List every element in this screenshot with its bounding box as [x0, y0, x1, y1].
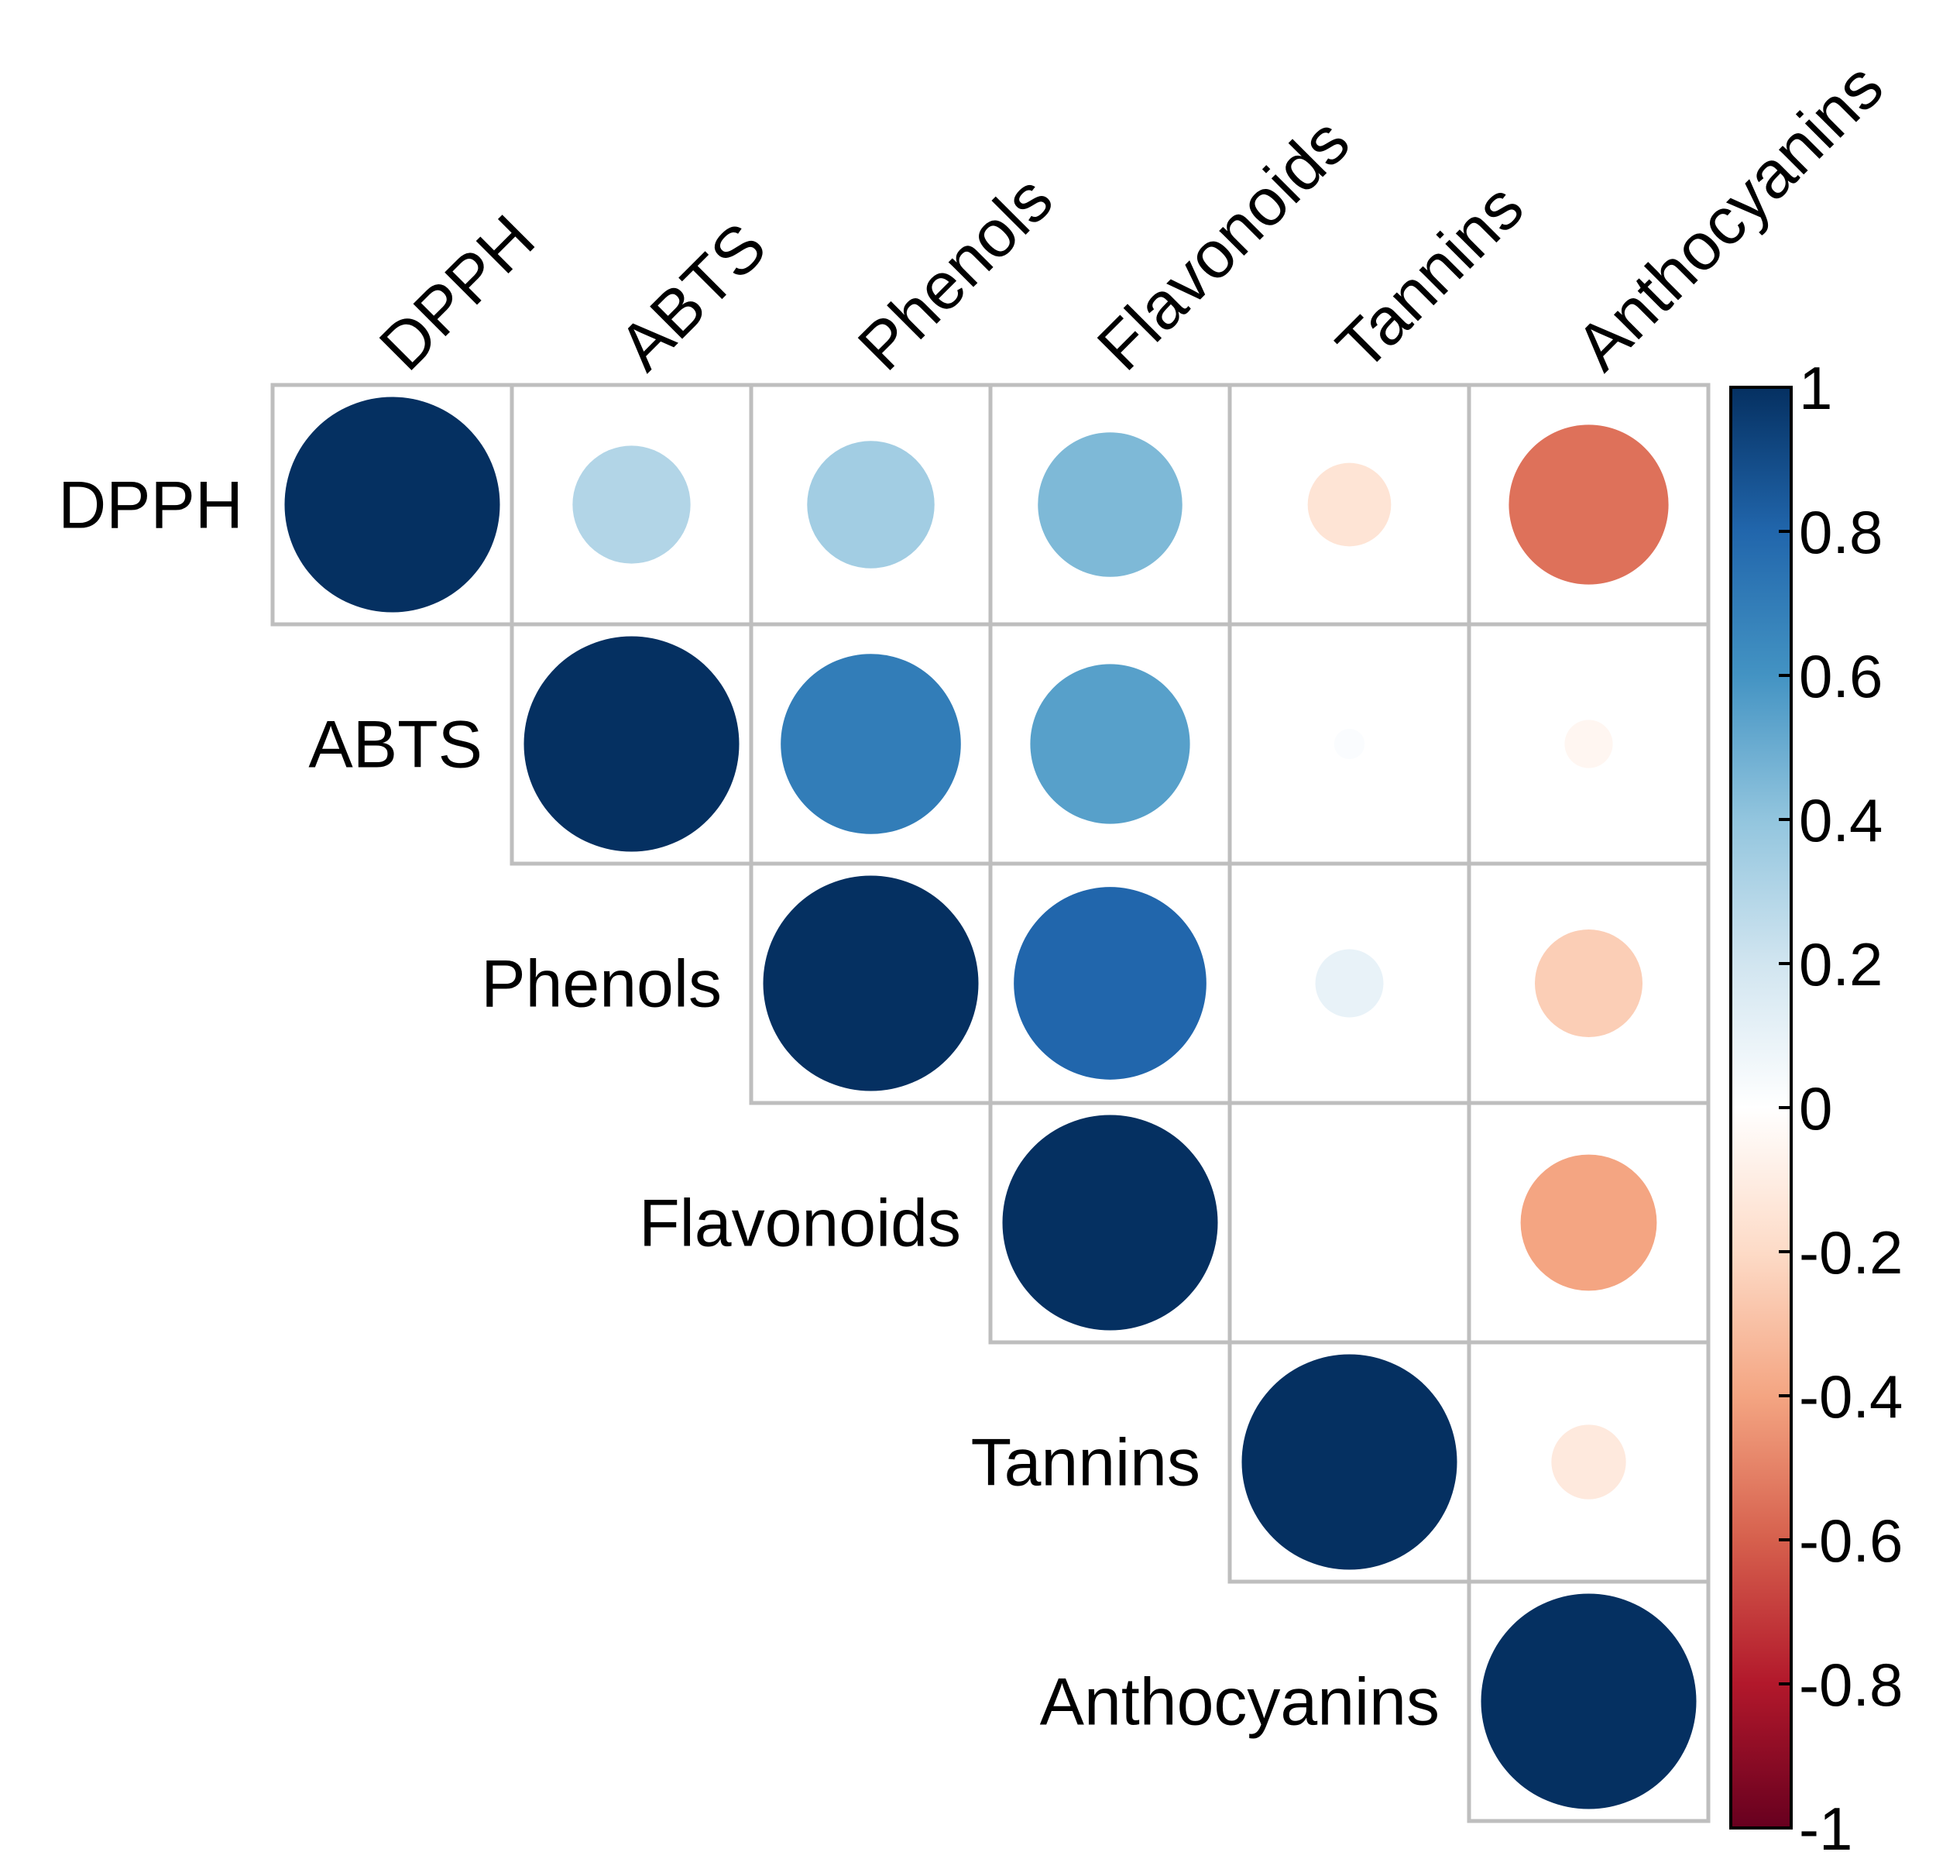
row-label-tannins: Tannins	[971, 1426, 1200, 1500]
circle-abts-phenols	[781, 654, 961, 834]
circle-abts-flavonoids	[1030, 664, 1190, 824]
circle-flavonoids-anthocyanins	[1520, 1154, 1657, 1291]
circle-abts-abts	[523, 636, 740, 852]
colorbar-tick-label: 0.6	[1799, 642, 1883, 710]
column-label-flavonoids: Flavonoids	[1083, 104, 1364, 384]
colorbar: 1 0.8 0.6 0.4 0.2 0 -0.2 -0.4 -0.6 -0.8 -1	[1729, 354, 1903, 1863]
column-label-abts: ABTS	[605, 209, 781, 385]
circle-phenols-flavonoids	[1014, 887, 1207, 1080]
row-labels: DPPH ABTS Phenols Flavonoids Tannins Anthocya…	[58, 469, 1440, 1740]
row-label-phenols: Phenols	[481, 947, 722, 1022]
column-label-dpph: DPPH	[366, 201, 549, 385]
circle-phenols-phenols	[763, 875, 979, 1091]
circle-tannins-tannins	[1241, 1354, 1457, 1570]
circle-phenols-anthocyanins	[1535, 929, 1642, 1037]
circle-abts-tannins	[1334, 728, 1365, 760]
circle-dpph-flavonoids	[1038, 432, 1183, 577]
colorbar-tick-label: -1	[1799, 1795, 1852, 1863]
circle-phenols-tannins	[1315, 949, 1384, 1018]
circle-dpph-abts	[572, 445, 691, 564]
circle-flavonoids-flavonoids	[1002, 1115, 1218, 1331]
colorbar-tick-label: -0.4	[1799, 1362, 1903, 1431]
column-label-tannins: Tannins	[1323, 170, 1537, 384]
cell-anthocyanins-anthocyanins	[1467, 1579, 1711, 1823]
circle-dpph-tannins	[1307, 462, 1392, 547]
row-label-abts: ABTS	[308, 708, 482, 782]
column-label-phenols: Phenols	[844, 162, 1067, 385]
colorbar-ticks: 1 0.8 0.6 0.4 0.2 0 -0.2 -0.4 -0.6 -0.8 -1	[1779, 354, 1903, 1863]
cell-flavonoids-tannins	[1227, 1101, 1471, 1345]
row-label-dpph: DPPH	[58, 469, 243, 543]
colorbar-tick-label: -0.6	[1799, 1507, 1903, 1575]
colorbar-tick-label: 0	[1799, 1074, 1832, 1142]
circle-dpph-phenols	[807, 441, 935, 569]
colorbar-tick-label: 0.8	[1799, 498, 1883, 566]
row-label-anthocyanins: Anthocyanins	[1040, 1665, 1440, 1740]
circle-anthocyanins-anthocyanins	[1481, 1593, 1697, 1809]
circle-tannins-anthocyanins	[1551, 1424, 1626, 1500]
row-label-flavonoids: Flavonoids	[639, 1187, 961, 1261]
colorbar-tick-label: -0.8	[1799, 1651, 1903, 1719]
colorbar-tick-label: 0.2	[1799, 930, 1883, 998]
colorbar-tick-label: 1	[1799, 354, 1832, 422]
circle-dpph-dpph	[284, 397, 500, 613]
cell-grid	[270, 383, 1711, 1823]
circle-abts-anthocyanins	[1564, 720, 1613, 768]
column-label-anthocyanins: Anthocyanins	[1562, 49, 1897, 384]
colorbar-tick-label: 0.4	[1799, 786, 1883, 854]
correlation-circles	[284, 397, 1697, 1809]
colorbar-tick-label: -0.2	[1799, 1218, 1903, 1287]
circle-dpph-anthocyanins	[1509, 424, 1669, 585]
